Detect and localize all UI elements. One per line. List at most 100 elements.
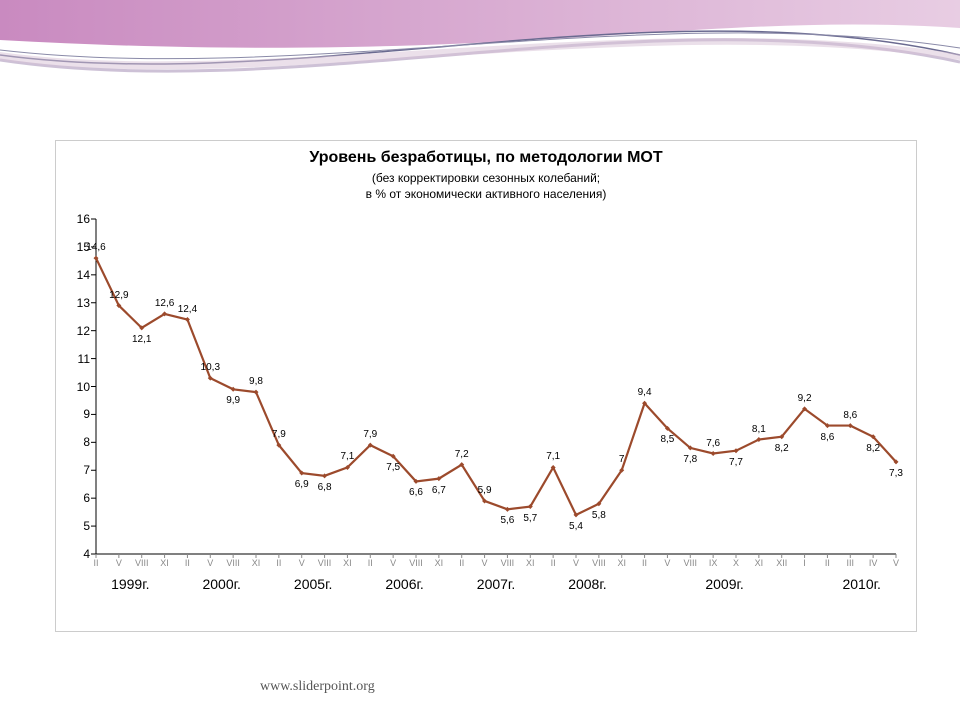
x-tick-label: II	[642, 558, 647, 568]
x-tick-label: VIII	[501, 558, 515, 568]
value-label: 5,6	[500, 515, 514, 526]
value-label: 6,7	[432, 485, 446, 496]
header-decoration	[0, 0, 960, 130]
y-tick-label: 6	[66, 491, 90, 505]
value-label: 7,1	[340, 451, 354, 462]
value-label: 7,7	[729, 457, 743, 468]
year-label: 2007г.	[477, 576, 515, 592]
value-label: 7,5	[386, 462, 400, 473]
x-tick-label: II	[276, 558, 281, 568]
x-tick-label: XI	[252, 558, 261, 568]
x-tick-label: X	[733, 558, 739, 568]
value-label: 7,8	[683, 454, 697, 465]
value-label: 12,1	[132, 334, 151, 345]
y-tick-label: 11	[66, 352, 90, 366]
x-tick-label: XII	[776, 558, 787, 568]
x-tick-label: VIII	[135, 558, 149, 568]
year-label: 2006г.	[385, 576, 423, 592]
x-tick-label: V	[299, 558, 305, 568]
y-tick-label: 13	[66, 296, 90, 310]
x-tick-label: VIII	[684, 558, 698, 568]
value-label: 5,7	[523, 513, 537, 524]
value-label: 6,8	[318, 482, 332, 493]
x-tick-label: V	[664, 558, 670, 568]
x-tick-label: XI	[343, 558, 352, 568]
x-tick-label: XI	[755, 558, 764, 568]
x-tick-label: IX	[709, 558, 718, 568]
x-tick-label: XI	[617, 558, 626, 568]
x-tick-label: VIII	[318, 558, 332, 568]
year-label: 2008г.	[568, 576, 606, 592]
year-label: 2000г.	[202, 576, 240, 592]
slide: Уровень безработицы, по методологии МОТ …	[0, 0, 960, 720]
value-label: 7,2	[455, 449, 469, 460]
chart-svg	[88, 215, 908, 560]
value-label: 8,6	[820, 432, 834, 443]
year-label: 2005г.	[294, 576, 332, 592]
value-label: 7,1	[546, 451, 560, 462]
x-tick-label: VIII	[409, 558, 423, 568]
x-tick-label: V	[207, 558, 213, 568]
plot-area: 45678910111213141516IIVVIIIXIIIVVIIIXIII…	[96, 219, 896, 554]
x-tick-label: V	[116, 558, 122, 568]
x-tick-label: XI	[160, 558, 169, 568]
x-tick-label: I	[803, 558, 806, 568]
value-label: 8,5	[660, 434, 674, 445]
value-label: 6,9	[295, 479, 309, 490]
chart-title: Уровень безработицы, по методологии МОТ	[56, 149, 916, 167]
x-tick-label: II	[368, 558, 373, 568]
footer-url: www.sliderpoint.org	[260, 679, 375, 695]
x-tick-label: II	[459, 558, 464, 568]
x-tick-label: XI	[526, 558, 535, 568]
y-tick-label: 8	[66, 435, 90, 449]
year-label: 2009г.	[705, 576, 743, 592]
value-label: 5,9	[478, 485, 492, 496]
x-tick-label: V	[390, 558, 396, 568]
value-label: 6,6	[409, 487, 423, 498]
value-label: 7,6	[706, 438, 720, 449]
x-tick-label: II	[551, 558, 556, 568]
value-label: 9,4	[638, 387, 652, 398]
x-tick-label: II	[185, 558, 190, 568]
x-tick-label: V	[893, 558, 899, 568]
value-label: 14,6	[86, 242, 105, 253]
y-tick-label: 7	[66, 463, 90, 477]
year-label: 1999г.	[111, 576, 149, 592]
x-tick-label: VIII	[592, 558, 606, 568]
series-line	[96, 258, 896, 515]
value-label: 8,6	[843, 410, 857, 421]
value-label: 9,8	[249, 376, 263, 387]
value-label: 12,4	[178, 304, 197, 315]
x-tick-label: V	[573, 558, 579, 568]
value-label: 5,8	[592, 510, 606, 521]
y-tick-label: 9	[66, 407, 90, 421]
value-label: 7	[619, 454, 625, 465]
y-tick-label: 16	[66, 212, 90, 226]
y-tick-label: 14	[66, 268, 90, 282]
value-label: 7,3	[889, 468, 903, 479]
x-tick-label: V	[482, 558, 488, 568]
value-label: 9,2	[798, 393, 812, 404]
value-label: 8,2	[775, 443, 789, 454]
x-tick-label: II	[825, 558, 830, 568]
value-label: 8,2	[866, 443, 880, 454]
x-tick-label: II	[93, 558, 98, 568]
y-tick-label: 4	[66, 547, 90, 561]
value-label: 7,9	[272, 429, 286, 440]
value-label: 10,3	[201, 362, 220, 373]
y-tick-label: 10	[66, 380, 90, 394]
x-tick-label: III	[847, 558, 855, 568]
value-label: 5,4	[569, 521, 583, 532]
year-label: 2010г.	[842, 576, 880, 592]
chart-subtitle-1: (без корректировки сезонных колебаний;	[56, 171, 916, 185]
x-tick-label: VIII	[226, 558, 240, 568]
y-tick-label: 12	[66, 324, 90, 338]
value-label: 12,9	[109, 290, 128, 301]
y-tick-label: 5	[66, 519, 90, 533]
value-label: 12,6	[155, 298, 174, 309]
x-tick-label: XI	[435, 558, 444, 568]
data-marker	[711, 451, 716, 456]
chart-container: Уровень безработицы, по методологии МОТ …	[55, 140, 917, 632]
value-label: 7,9	[363, 429, 377, 440]
value-label: 8,1	[752, 424, 766, 435]
